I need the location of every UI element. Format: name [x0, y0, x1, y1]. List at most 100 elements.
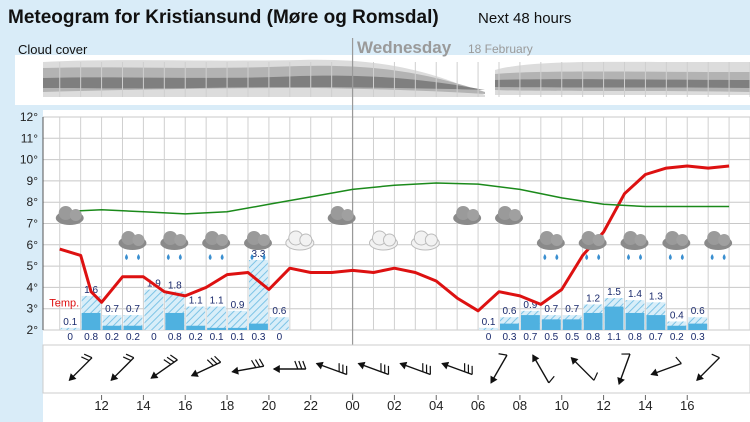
wind-barb — [429, 365, 431, 375]
raindrop-icon — [585, 254, 589, 260]
cloud-shape — [550, 234, 563, 246]
precip-max-label: 1.3 — [649, 291, 663, 302]
precip-bar — [186, 325, 206, 330]
cloud-shape — [508, 209, 521, 221]
cloud-icon — [494, 206, 523, 225]
precip-max-label: 0.1 — [63, 317, 77, 328]
cloud-shape — [299, 233, 313, 247]
raindrop-icon — [136, 254, 140, 260]
precip-max-bar — [144, 289, 164, 330]
wind-barb — [251, 359, 257, 368]
cloud-rain-icon — [578, 231, 607, 260]
raindrop-icon — [597, 254, 601, 260]
x-tick-label: 02 — [387, 398, 401, 413]
cloud-shape — [581, 231, 596, 245]
x-tick-label: 22 — [304, 398, 318, 413]
raindrop-icon — [208, 254, 212, 260]
precip-max-bar — [186, 306, 206, 330]
wind-arrow-icon — [231, 358, 265, 375]
wind-arrows — [68, 353, 720, 385]
wind-panel — [42, 344, 750, 394]
wind-barb — [83, 353, 93, 359]
wind-barb — [206, 359, 214, 367]
precip-bar — [562, 319, 582, 330]
y-tick-label: 3° — [27, 302, 39, 316]
cloud-shape — [205, 231, 220, 245]
wind-barb — [338, 363, 340, 372]
cloud-shape — [467, 209, 480, 221]
raindrop-icon — [680, 254, 684, 260]
cloud-shape — [707, 231, 722, 245]
precip-max-label: 0.4 — [670, 310, 684, 321]
precip-bar — [583, 312, 603, 330]
cloud-shape — [634, 234, 647, 246]
x-tick-label: 14 — [136, 398, 150, 413]
precip-value-label: 0.7 — [523, 332, 537, 343]
precip-max-label: 1.1 — [189, 296, 203, 307]
green-series-line — [59, 182, 730, 215]
x-tick-label: 12 — [596, 398, 610, 413]
precip-bar — [625, 312, 645, 330]
wind-arrow-icon — [190, 355, 222, 377]
precip-value-label: 0.8 — [586, 332, 600, 343]
raindrop-icon — [710, 254, 714, 260]
wind-arrowhead — [399, 361, 408, 370]
header-bar: Meteogram for Kristiansund (Møre og Roms… — [0, 0, 750, 34]
precip-bar — [228, 327, 247, 330]
precip-max-label: 0.9 — [231, 300, 245, 311]
cloud-shape — [132, 234, 145, 246]
precip-value-label: 0.2 — [126, 332, 140, 343]
wind-arrowhead — [617, 377, 625, 385]
precip-max-label: 0.7 — [565, 304, 579, 315]
precip-value-label: 0.3 — [502, 332, 516, 343]
precip-max-bar — [479, 327, 498, 330]
precip-bar — [604, 306, 624, 330]
wind-barb — [498, 353, 508, 356]
wind-barb — [467, 364, 470, 374]
wind-barb — [425, 364, 428, 374]
raindrop-icon — [722, 254, 726, 260]
precip-bar — [541, 319, 561, 330]
precip-value-label: 1.1 — [607, 332, 621, 343]
wind-barb — [302, 360, 307, 370]
wind-barb — [548, 375, 555, 384]
temperature-line — [59, 164, 730, 313]
cloud-rain-icon — [704, 231, 733, 260]
precip-max-label: 1.2 — [586, 293, 600, 304]
wind-arrowhead — [490, 375, 498, 384]
x-tick-label: 18 — [220, 398, 234, 413]
precip-bar — [248, 323, 268, 330]
raindrop-icon — [124, 254, 128, 260]
precip-max-label: 1.5 — [607, 287, 621, 298]
precip-value-label: 0 — [151, 332, 157, 343]
wind-arrow-icon — [399, 361, 431, 376]
cloud-rain-icon — [536, 231, 565, 260]
precip-value-label: 0.5 — [544, 332, 558, 343]
precip-bar — [688, 323, 708, 330]
precip-bar — [520, 315, 540, 330]
precip-max-bar — [60, 327, 80, 330]
cloud-shape — [718, 234, 731, 246]
precip-bar — [81, 312, 101, 330]
wind-barb — [471, 365, 473, 375]
precip-bar — [102, 325, 122, 330]
wind-barb — [81, 356, 90, 362]
wind-arrowhead — [441, 361, 450, 370]
cloud-shape — [382, 233, 396, 247]
precip-value-label: 0.8 — [628, 332, 642, 343]
y-tick-label: 11° — [21, 131, 38, 145]
wind-barb — [387, 365, 390, 375]
raindrop-icon — [220, 254, 224, 260]
cloud-shape — [216, 234, 229, 246]
cloud-band-low — [43, 75, 485, 90]
precip-max-label: 3.3 — [251, 249, 265, 260]
x-tick-label: 14 — [638, 398, 652, 413]
cloud-shape — [497, 206, 512, 220]
wind-barb — [125, 353, 135, 359]
wind-barb — [210, 357, 218, 365]
precip-max-bar — [269, 317, 289, 330]
wind-barb — [298, 360, 303, 370]
wind-arrowhead — [357, 361, 366, 370]
cloud-icon — [55, 206, 84, 225]
cloud-shape — [341, 209, 354, 221]
